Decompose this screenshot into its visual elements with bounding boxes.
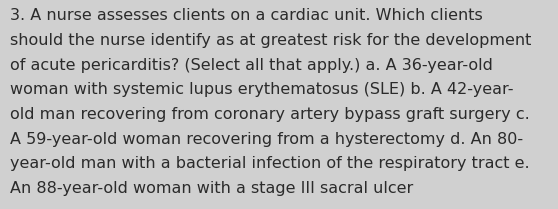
Text: A 59-year-old woman recovering from a hysterectomy d. An 80-: A 59-year-old woman recovering from a hy… [10,132,523,147]
Text: of acute pericarditis? (Select all that apply.) a. A 36-year-old: of acute pericarditis? (Select all that … [10,58,493,73]
Text: 3. A nurse assesses clients on a cardiac unit. Which clients: 3. A nurse assesses clients on a cardiac… [10,8,483,23]
Text: An 88-year-old woman with a stage III sacral ulcer: An 88-year-old woman with a stage III sa… [10,181,413,196]
Text: woman with systemic lupus erythematosus (SLE) b. A 42-year-: woman with systemic lupus erythematosus … [10,82,513,97]
Text: year-old man with a bacterial infection of the respiratory tract e.: year-old man with a bacterial infection … [10,156,530,171]
Text: should the nurse identify as at greatest risk for the development: should the nurse identify as at greatest… [10,33,531,48]
Text: old man recovering from coronary artery bypass graft surgery c.: old man recovering from coronary artery … [10,107,530,122]
